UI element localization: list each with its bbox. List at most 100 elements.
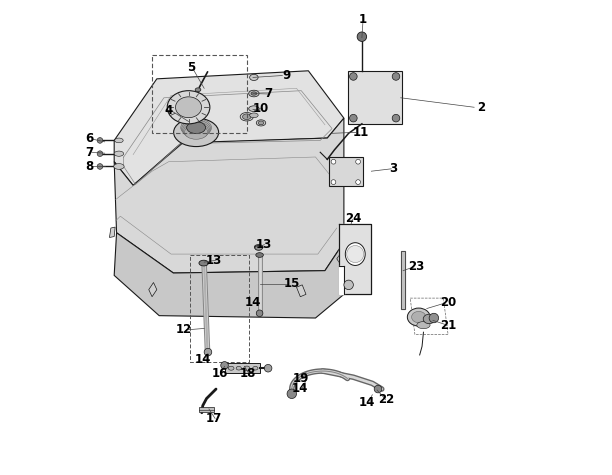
- Polygon shape: [339, 266, 344, 294]
- Circle shape: [357, 32, 367, 41]
- Circle shape: [287, 389, 297, 399]
- Polygon shape: [110, 227, 115, 238]
- Text: 15: 15: [283, 277, 300, 290]
- Bar: [190, 256, 249, 362]
- Ellipse shape: [255, 245, 263, 249]
- Circle shape: [97, 163, 103, 169]
- Text: 14: 14: [359, 396, 375, 409]
- Text: 5: 5: [187, 61, 195, 75]
- Text: 7: 7: [264, 87, 272, 101]
- Text: 14: 14: [245, 296, 261, 309]
- Ellipse shape: [417, 322, 430, 329]
- Ellipse shape: [228, 366, 234, 370]
- Text: 12: 12: [176, 323, 192, 336]
- Ellipse shape: [244, 366, 250, 370]
- Ellipse shape: [412, 312, 426, 323]
- Circle shape: [331, 159, 336, 164]
- Ellipse shape: [199, 260, 209, 266]
- Text: 11: 11: [353, 126, 368, 139]
- Bar: [225, 363, 260, 373]
- Circle shape: [349, 114, 357, 122]
- Ellipse shape: [248, 106, 259, 112]
- Ellipse shape: [182, 120, 211, 137]
- Bar: [200, 407, 214, 412]
- Polygon shape: [337, 254, 345, 266]
- Polygon shape: [114, 118, 344, 273]
- Circle shape: [331, 180, 336, 184]
- Ellipse shape: [258, 121, 264, 125]
- Ellipse shape: [176, 97, 201, 118]
- Text: 4: 4: [165, 104, 173, 117]
- Circle shape: [97, 138, 103, 143]
- Ellipse shape: [256, 120, 266, 126]
- Ellipse shape: [250, 113, 258, 118]
- Circle shape: [356, 159, 360, 164]
- Polygon shape: [297, 285, 306, 297]
- Bar: [401, 251, 406, 309]
- Text: 8: 8: [85, 160, 93, 173]
- Circle shape: [349, 73, 357, 80]
- Text: 10: 10: [253, 102, 269, 115]
- Circle shape: [356, 180, 360, 184]
- Ellipse shape: [256, 253, 263, 257]
- Ellipse shape: [187, 122, 206, 133]
- Text: 23: 23: [408, 260, 424, 274]
- Bar: [329, 157, 363, 186]
- Text: 6: 6: [85, 132, 93, 144]
- Circle shape: [392, 114, 400, 122]
- Text: 18: 18: [240, 367, 256, 380]
- Polygon shape: [114, 71, 344, 185]
- Text: 14: 14: [292, 381, 308, 395]
- Ellipse shape: [185, 125, 207, 139]
- Ellipse shape: [424, 314, 435, 323]
- Text: 22: 22: [378, 393, 395, 406]
- Ellipse shape: [250, 75, 258, 80]
- Ellipse shape: [181, 119, 212, 137]
- Circle shape: [256, 310, 263, 317]
- Circle shape: [204, 348, 212, 356]
- Ellipse shape: [114, 163, 124, 169]
- Ellipse shape: [248, 90, 259, 97]
- Ellipse shape: [251, 92, 257, 95]
- Ellipse shape: [114, 138, 123, 143]
- Bar: [348, 71, 402, 124]
- Circle shape: [392, 73, 400, 80]
- Ellipse shape: [184, 124, 209, 139]
- Text: 16: 16: [212, 367, 228, 380]
- Text: 17: 17: [206, 412, 222, 425]
- Circle shape: [344, 280, 353, 290]
- Circle shape: [347, 246, 364, 263]
- Ellipse shape: [174, 118, 218, 147]
- Text: 1: 1: [359, 13, 367, 26]
- Polygon shape: [149, 283, 157, 297]
- Ellipse shape: [182, 122, 210, 138]
- Circle shape: [264, 364, 272, 372]
- Circle shape: [221, 361, 228, 369]
- Ellipse shape: [255, 246, 263, 250]
- Text: 14: 14: [195, 353, 211, 366]
- Ellipse shape: [408, 308, 430, 326]
- Ellipse shape: [195, 88, 201, 92]
- Text: 7: 7: [85, 146, 93, 159]
- Text: 13: 13: [206, 254, 222, 267]
- Text: 13: 13: [255, 238, 272, 251]
- Circle shape: [374, 385, 382, 393]
- Circle shape: [97, 151, 103, 157]
- Ellipse shape: [253, 366, 258, 370]
- Text: 9: 9: [282, 69, 290, 82]
- Ellipse shape: [345, 243, 365, 266]
- Text: 21: 21: [440, 319, 456, 332]
- Text: 2: 2: [477, 101, 485, 114]
- Text: 19: 19: [293, 372, 310, 385]
- Ellipse shape: [167, 91, 210, 124]
- Ellipse shape: [240, 113, 253, 121]
- Polygon shape: [114, 233, 344, 318]
- Polygon shape: [401, 251, 406, 309]
- Polygon shape: [339, 224, 371, 294]
- Text: 3: 3: [390, 162, 398, 175]
- Ellipse shape: [242, 114, 251, 120]
- Bar: [152, 55, 247, 133]
- Text: 20: 20: [440, 296, 456, 309]
- Circle shape: [429, 314, 439, 323]
- Ellipse shape: [236, 366, 241, 370]
